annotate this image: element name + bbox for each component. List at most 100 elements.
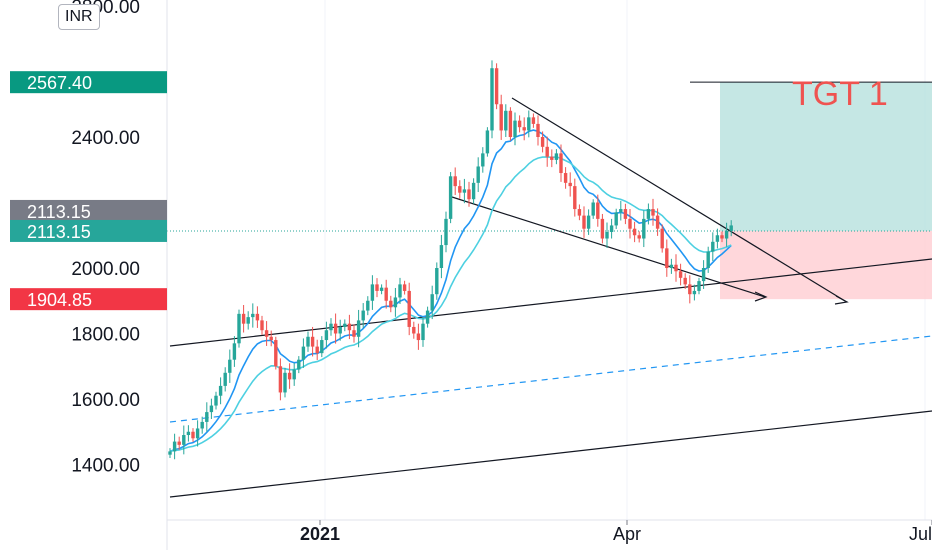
candle-body	[632, 228, 637, 236]
price-tag	[10, 199, 167, 222]
stop-zone	[720, 230, 932, 300]
candle-body	[665, 248, 669, 268]
y-tick-label: 2000.00	[71, 259, 140, 280]
candle-body	[563, 173, 568, 183]
target-zone	[720, 82, 932, 231]
candle-body	[398, 284, 402, 298]
candle-body	[697, 281, 701, 291]
candle-body	[674, 264, 678, 272]
falling-wedge-lower	[451, 196, 766, 298]
candle-body	[421, 323, 425, 341]
candle-body	[283, 372, 287, 393]
candle-body	[237, 313, 241, 344]
candle-body	[223, 372, 227, 386]
candle-body	[448, 176, 453, 219]
candle-body	[255, 313, 260, 321]
candle-body	[278, 366, 283, 393]
candle-body	[619, 209, 623, 213]
candle-body	[628, 218, 632, 229]
candle-body	[379, 287, 384, 291]
falling-wedge-upper	[511, 97, 846, 302]
candlesticks	[168, 60, 733, 460]
candle-body	[729, 225, 733, 231]
candle-body	[494, 68, 499, 105]
lower-channel-line	[169, 410, 932, 498]
candle-body	[430, 294, 434, 311]
candle-body	[476, 166, 480, 183]
candle-body	[402, 284, 407, 291]
candle-body	[458, 186, 462, 193]
candle-body	[324, 330, 329, 341]
price-tag-label: 2113.15	[27, 202, 91, 222]
support-trendline	[169, 258, 932, 347]
arrowhead	[754, 291, 768, 302]
candle-body	[683, 277, 687, 285]
candle-body	[329, 323, 333, 331]
candle-body	[416, 333, 421, 341]
candle-body	[412, 326, 416, 334]
candle-body	[600, 218, 605, 239]
price-axis[interactable]: 1400.001600.001800.002000.002400.002800.…	[71, 0, 140, 477]
candle-body	[678, 271, 683, 278]
candle-body	[531, 117, 536, 124]
candle-body	[577, 209, 582, 216]
candle-body	[688, 284, 692, 295]
candle-body	[338, 326, 342, 334]
y-tick-label: 1800.00	[71, 325, 140, 346]
candle-body	[545, 146, 549, 157]
candle-body	[315, 346, 319, 354]
candle-body	[614, 212, 618, 226]
candle-body	[177, 441, 181, 445]
candle-body	[260, 320, 264, 331]
candle-body	[361, 310, 365, 321]
candle-body	[582, 215, 586, 229]
candle-body	[320, 340, 324, 354]
candle-body	[646, 209, 651, 219]
candle-body	[453, 176, 457, 187]
candle-body	[375, 284, 379, 291]
target-label: TGT 1	[792, 75, 888, 113]
candle-body	[182, 435, 186, 445]
candle-body	[425, 310, 430, 324]
candle-body	[692, 290, 697, 295]
trendlines	[169, 97, 932, 498]
candle-body	[720, 235, 724, 239]
candle-body	[596, 202, 600, 219]
candle-body	[623, 209, 628, 219]
candle-body	[706, 251, 710, 268]
ema-fast-line	[169, 129, 732, 453]
candle-body	[467, 189, 471, 200]
candle-body	[701, 268, 706, 282]
candle-body	[393, 297, 398, 308]
candle-body	[347, 323, 352, 331]
candle-body	[591, 202, 595, 216]
candle-body	[573, 186, 577, 210]
candle-body	[444, 218, 448, 246]
y-tick-label: 1600.00	[71, 390, 140, 411]
price-tag-label: 2113.15	[27, 222, 91, 242]
candle-body	[660, 228, 664, 249]
candle-body	[499, 104, 503, 131]
y-tick-label: 1400.00	[71, 456, 140, 477]
currency-badge[interactable]: INR	[58, 4, 100, 30]
candle-body	[513, 120, 517, 137]
price-tag-label: 1904.85	[27, 290, 92, 310]
price-tag	[10, 71, 167, 94]
candle-body	[384, 287, 388, 301]
candle-body	[343, 323, 347, 327]
candle-body	[540, 137, 545, 147]
candle-body	[200, 421, 204, 429]
candle-body	[292, 369, 296, 380]
candle-body	[550, 156, 554, 160]
candle-body	[462, 189, 467, 193]
candle-body	[214, 395, 218, 406]
candle-body	[554, 153, 559, 160]
candle-body	[517, 120, 522, 128]
candle-body	[609, 225, 614, 232]
dashed-midline	[169, 335, 932, 423]
position-zones: TGT 1	[167, 75, 932, 300]
price-tag-label: 2567.40	[27, 73, 92, 93]
time-axis[interactable]: 2021 Apr Jul	[166, 0, 932, 550]
